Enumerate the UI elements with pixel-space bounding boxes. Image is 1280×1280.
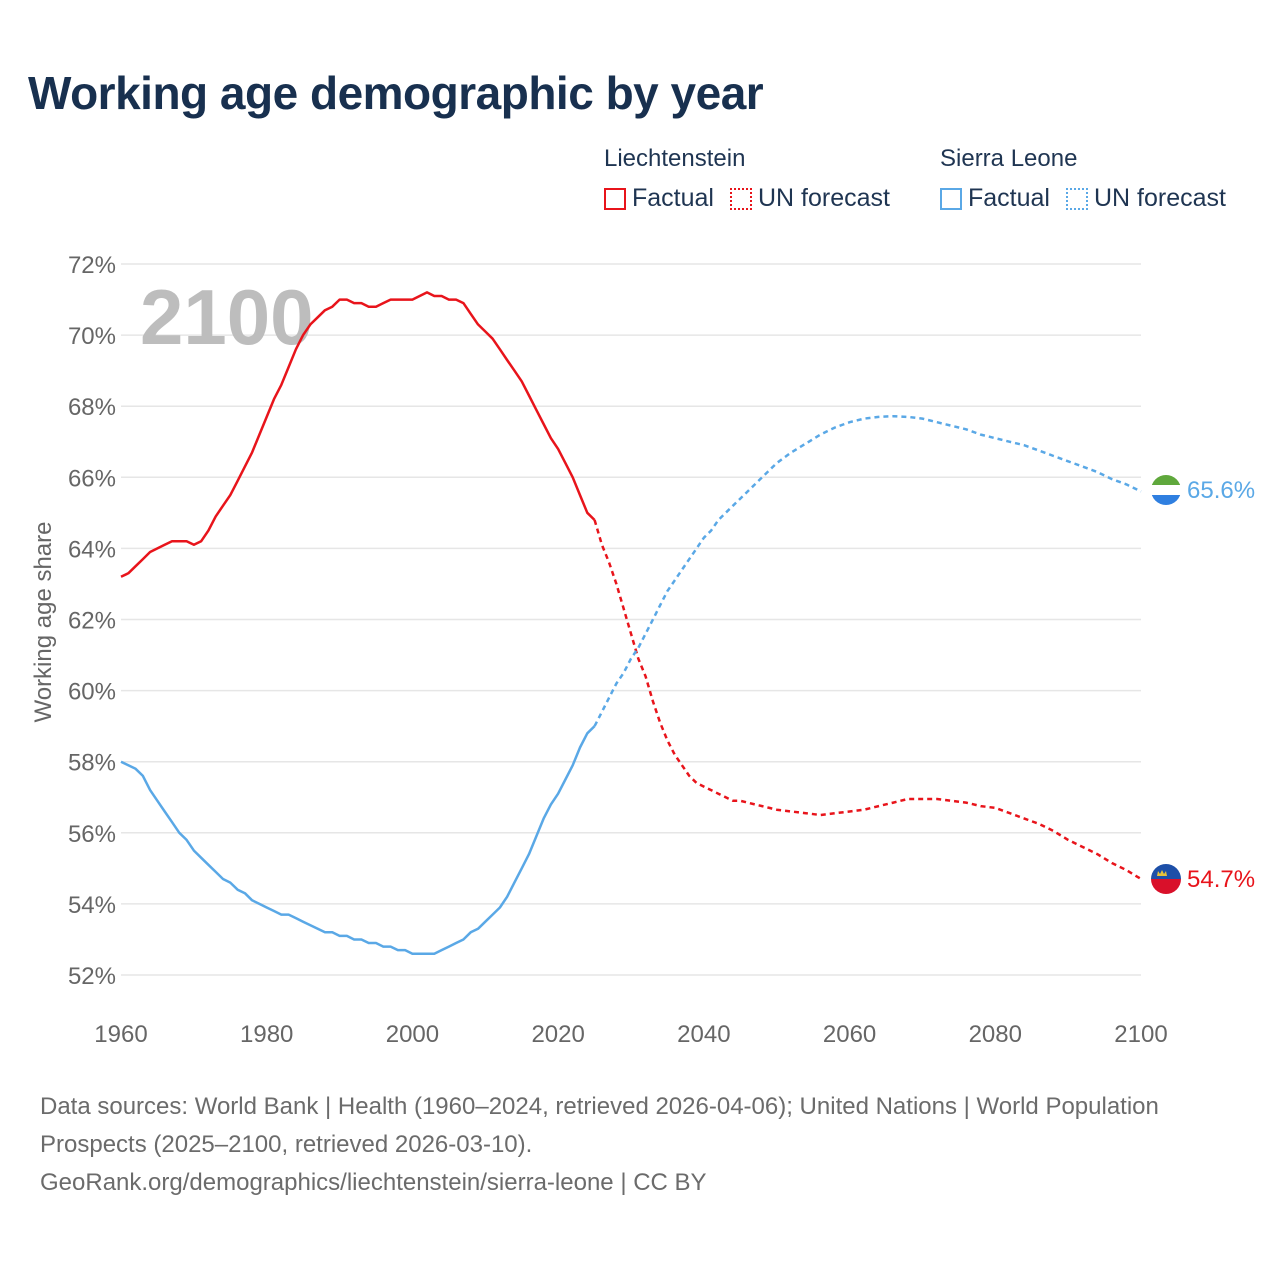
flag-sierra-leone-icon	[1151, 475, 1181, 505]
y-tick-label: 58%	[68, 750, 116, 777]
y-axis-ticks: 52% 54% 56% 58% 60% 62% 64% 66% 68% 70% 72%	[68, 252, 116, 990]
legend-group-sierra-leone: Sierra Leone Factual UN forecast	[940, 142, 1242, 213]
chart-title: Working age demographic by year	[28, 67, 764, 119]
y-tick-label: 54%	[68, 892, 116, 919]
year-watermark: 2100	[140, 273, 314, 361]
y-tick-label: 68%	[68, 394, 116, 421]
x-tick-label: 2100	[1114, 1021, 1167, 1048]
x-tick-label: 2080	[969, 1021, 1022, 1048]
data-sources: Data sources: World Bank | Health (1960–…	[40, 1093, 1159, 1158]
legend-country-sierra-leone: Sierra Leone	[940, 145, 1078, 172]
y-tick-label: 64%	[68, 536, 116, 563]
series-line-liechtenstein-factual[interactable]	[120, 291, 596, 578]
attribution: GeoRank.org/demographics/liechtenstein/s…	[40, 1169, 707, 1196]
end-label-liechtenstein: 54.7%	[1187, 866, 1255, 893]
end-label-sierra-leone: 65.6%	[1187, 477, 1255, 504]
series-line-liechtenstein-forecast[interactable]	[593, 519, 1142, 881]
x-tick-label: 2040	[677, 1021, 730, 1048]
legend-swatch-liechtenstein-forecast	[729, 187, 752, 210]
legend-item-sierra-leone-factual[interactable]: Factual	[940, 184, 1050, 213]
y-tick-label: 56%	[68, 821, 116, 848]
legend-label-sierra-leone-forecast: UN forecast	[1093, 184, 1226, 212]
legend-swatch-sierra-leone-forecast	[1065, 187, 1088, 210]
footer: Data sources: World Bank | Health (1960–…	[40, 1088, 1240, 1202]
x-tick-label: 2060	[823, 1021, 876, 1048]
legend-item-sierra-leone-forecast[interactable]: UN forecast	[1065, 184, 1226, 213]
legend-item-liechtenstein-forecast[interactable]: UN forecast	[729, 184, 890, 213]
legend-label-sierra-leone-factual: Factual	[968, 184, 1050, 212]
x-tick-label: 2000	[386, 1021, 439, 1048]
x-tick-label: 1980	[240, 1021, 293, 1048]
flag-liechtenstein-icon	[1151, 864, 1181, 894]
grid	[121, 263, 1141, 976]
x-axis-ticks: 1960 1980 2000 2020 2040 2060 2080 2100	[94, 1021, 1167, 1048]
legend-swatch-sierra-leone-factual	[940, 187, 962, 210]
legend-item-liechtenstein-factual[interactable]: Factual	[604, 184, 714, 213]
series-line-sierra-leone-factual[interactable]	[120, 725, 596, 955]
y-axis-label: Working age share	[30, 522, 57, 723]
legend-swatch-liechtenstein-factual	[604, 187, 626, 210]
y-tick-label: 70%	[68, 323, 116, 350]
y-tick-label: 52%	[68, 963, 116, 990]
series	[120, 291, 1142, 955]
series-line-sierra-leone-forecast[interactable]	[593, 414, 1142, 727]
legend-country-liechtenstein: Liechtenstein	[604, 145, 746, 172]
x-tick-label: 1960	[94, 1021, 147, 1048]
line-chart: 52%54%56%58%60%62%64%66%68%70%72% 1960 19…	[30, 252, 1255, 1048]
y-tick-label: 72%	[68, 252, 116, 279]
y-tick-label: 60%	[68, 679, 116, 706]
legend-group-liechtenstein: Liechtenstein Factual UN forecast	[604, 142, 906, 213]
y-tick-label: 62%	[68, 608, 116, 635]
y-tick-label: 66%	[68, 465, 116, 492]
legend-label-liechtenstein-forecast: UN forecast	[757, 184, 890, 212]
legend-label-liechtenstein-factual: Factual	[632, 184, 714, 212]
x-tick-label: 2020	[531, 1021, 584, 1048]
